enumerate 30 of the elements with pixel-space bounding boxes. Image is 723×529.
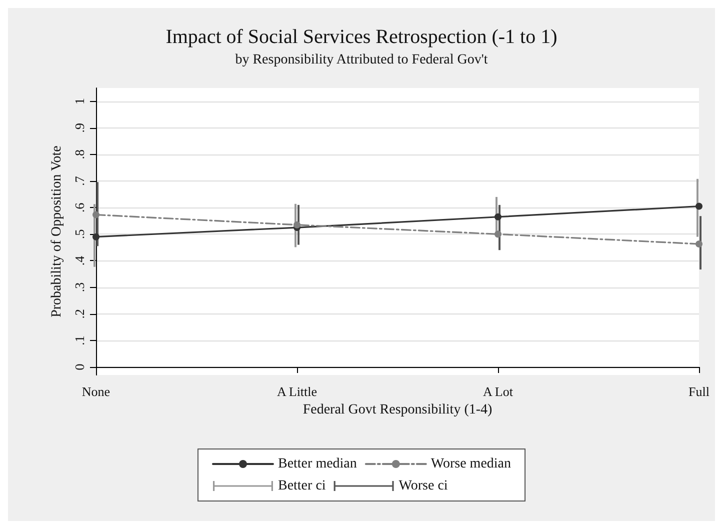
legend-label: Better ci [278,478,326,494]
point [92,211,100,218]
y-tick-label: .8 [72,150,87,160]
x-tick-label: Full [688,384,710,399]
y-tick-label: .5 [72,229,87,240]
point [92,233,100,240]
y-tick-label: .9 [72,122,87,133]
y-tick-label: .2 [72,309,87,319]
chart-subtitle: by Responsibility Attributed to Federal Gov't [235,52,488,68]
x-tick-label: A Little [276,384,318,399]
point [696,240,702,248]
x-tick-label: A Lot [483,384,514,399]
y-tick-label: 0 [72,364,87,370]
x-tick-label: None [82,384,110,399]
point [494,230,502,238]
y-tick-label: 1 [72,98,87,105]
point [294,221,300,228]
y-tick-label: .7 [72,176,87,186]
y-axis-title: Probability of Opposition Vote [50,146,64,318]
legend-label: Better median [278,456,357,472]
y-tick-label: .4 [72,255,87,266]
legend-label: Worse median [430,456,512,472]
y-tick-label: .3 [72,282,87,292]
legend-label: Worse ci [398,478,448,494]
y-tick-label: .1 [72,336,87,346]
point [696,202,702,210]
x-axis-title: Federal Govt Responsibility (1-4) [302,402,493,418]
y-tick-label: .6 [72,202,87,212]
chart-title: Impact of Social Services Retrospection (-1 to 1) [166,26,558,48]
point [494,213,502,220]
